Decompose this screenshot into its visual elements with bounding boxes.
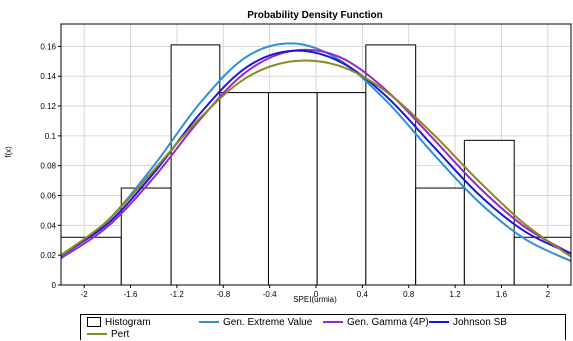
- y-axis-label: f(x): [4, 146, 13, 158]
- x-tick-label: 1.2: [450, 290, 462, 299]
- y-tick-label: 0.1: [45, 132, 57, 141]
- y-tick-label: 0.14: [40, 72, 56, 81]
- johnson-swatch: [429, 321, 449, 324]
- legend-item-johnson: Johnson SB: [429, 317, 507, 329]
- x-axis-label: SPEI(urmia): [293, 295, 337, 304]
- histogram-bar: [60, 236, 122, 286]
- x-tick-label: -1.6: [124, 290, 138, 299]
- histogram-bar: [170, 44, 221, 286]
- y-tick-label: 0.12: [40, 102, 56, 111]
- y-tick-label: 0.16: [40, 42, 56, 51]
- x-tick-label: 0: [314, 290, 319, 299]
- legend-item-histogram: Histogram: [87, 317, 151, 329]
- histogram-bar: [316, 92, 367, 286]
- histogram-bar: [415, 187, 465, 286]
- histogram-bars: [60, 44, 572, 286]
- histogram-bar: [267, 92, 318, 286]
- legend-label-gengamma: Gen. Gamma (4P): [347, 317, 429, 328]
- pert-swatch: [87, 333, 107, 336]
- x-tick-label: 0.4: [357, 290, 369, 299]
- chart-title: Probability Density Function: [247, 10, 383, 21]
- y-tick-label: 0: [52, 281, 57, 290]
- x-tick-label: 1.6: [496, 290, 508, 299]
- y-tick-label: 0.06: [40, 192, 56, 201]
- x-axis-ticks: -2 -1.6 -1.2 -0.8 -0.4 0 0.4 0.8 1.2 1.6 2: [81, 285, 551, 299]
- legend-label-pert: Pert: [111, 329, 130, 340]
- pert-curve: [60, 59, 572, 258]
- histogram-bar: [513, 236, 572, 286]
- legend-label-gev: Gen. Extreme Value: [223, 317, 313, 328]
- histogram-bar: [365, 44, 417, 286]
- x-tick-label: -1.2: [170, 290, 184, 299]
- legend-label-histogram: Histogram: [105, 317, 151, 328]
- johnson-sb-curve: [60, 49, 572, 257]
- x-tick-label: -0.4: [263, 290, 277, 299]
- histogram-swatch: [87, 317, 101, 328]
- gen-gamma-4p-curve: [60, 48, 572, 260]
- y-tick-label: 0.08: [40, 162, 56, 171]
- legend: Histogram Gen. Extreme Value Gen. Gamma …: [80, 314, 566, 340]
- x-tick-label: -2: [81, 290, 89, 299]
- gen-extreme-value-curve: [60, 42, 572, 263]
- y-tick-label: 0.02: [40, 251, 56, 260]
- pdf-curves: [60, 42, 572, 263]
- gev-swatch: [199, 321, 219, 324]
- y-tick-label: 0.04: [40, 221, 56, 230]
- x-tick-label: -0.8: [216, 290, 230, 299]
- x-tick-label: 2: [546, 290, 551, 299]
- x-tick-label: 0.8: [403, 290, 415, 299]
- legend-label-johnson: Johnson SB: [453, 317, 507, 328]
- histogram-bar: [219, 92, 269, 286]
- gengamma-swatch: [323, 321, 343, 324]
- legend-item-pert: Pert: [87, 329, 129, 341]
- y-axis-ticks: 0 0.02 0.04 0.06 0.08 0.1 0.12 0.14 0.16: [40, 42, 61, 290]
- legend-item-gengamma: Gen. Gamma (4P): [323, 317, 429, 329]
- legend-item-gev: Gen. Extreme Value: [199, 317, 312, 329]
